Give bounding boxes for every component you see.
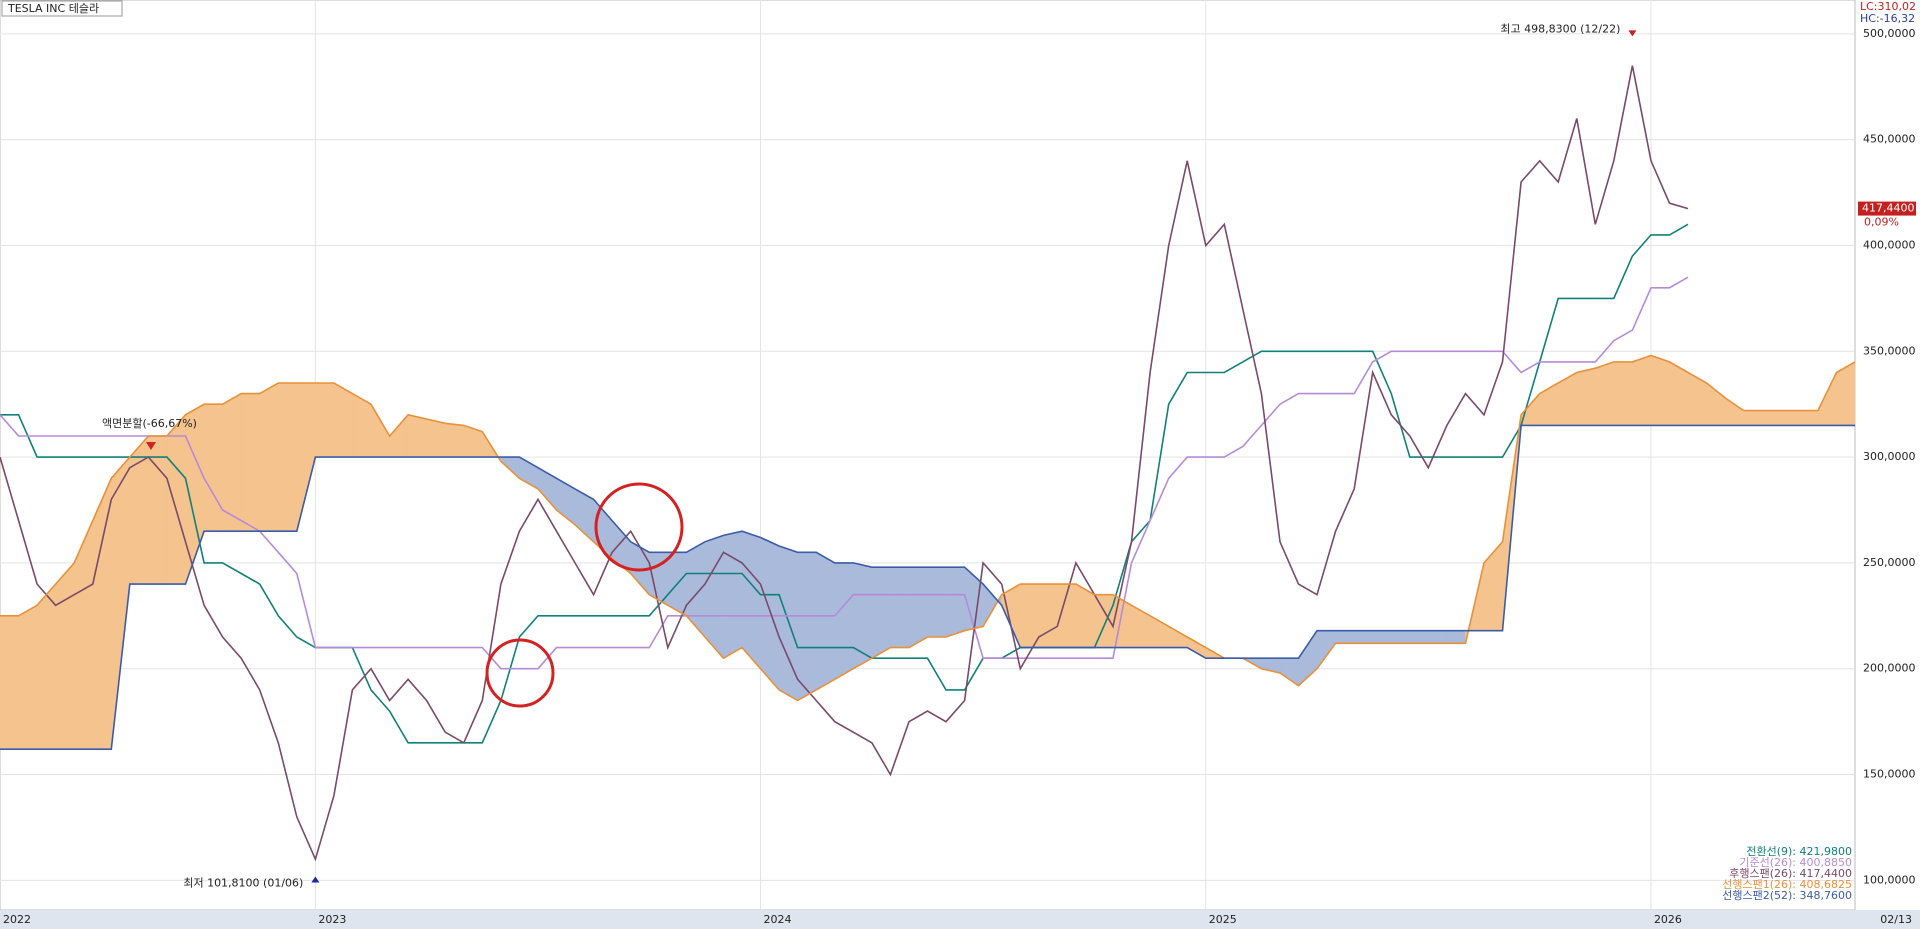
cloud-fill	[278, 382, 298, 532]
cloud-fill	[760, 537, 780, 691]
series-line	[0, 354, 1856, 702]
cloud-fill	[1391, 630, 1411, 644]
cloud-fill	[222, 393, 242, 532]
y-tick-label: 450,0000	[1863, 133, 1916, 146]
series-line	[0, 65, 1689, 862]
lc-label: LC:310,02	[1860, 0, 1916, 13]
cloud-fill	[0, 615, 19, 750]
cloud-fill	[315, 382, 335, 458]
cloud-fill	[1428, 630, 1448, 644]
cloud-fill	[203, 403, 223, 532]
cloud-fill	[1743, 410, 1763, 426]
cloud-fill	[1780, 410, 1800, 426]
legend-entry: 선행스팬2(52): 348,7600	[1722, 889, 1852, 902]
cloud-fill	[908, 566, 928, 649]
last-price-box	[1858, 201, 1916, 216]
high-annotation: 최고 498,8300 (12/22)	[1500, 22, 1620, 35]
series-line	[0, 223, 1689, 744]
highlight-circle	[485, 638, 555, 708]
cloud-fill	[1020, 583, 1040, 648]
y-tick-label: 350,0000	[1863, 344, 1916, 357]
cloud-fill	[148, 435, 168, 585]
cloud-fill	[18, 604, 38, 750]
cloud-fill	[333, 382, 353, 458]
hc-label: HC:-16,32	[1860, 12, 1915, 25]
y-tick-label: 100,0000	[1863, 873, 1916, 886]
legend-entry: 전환선(9): 421,9800	[1746, 845, 1852, 858]
cloud-fill	[1595, 361, 1615, 426]
low-marker	[311, 876, 320, 883]
cloud-fill	[927, 566, 947, 638]
y-tick-label: 400,0000	[1863, 238, 1916, 251]
split-annotation: 액면분할(-66,67%)	[102, 417, 197, 430]
cloud-fill	[407, 414, 427, 458]
cloud-fill	[1372, 630, 1392, 644]
cloud-fill	[741, 530, 761, 670]
cloud-fill	[815, 551, 835, 691]
cloud-fill	[1613, 361, 1633, 426]
cloud-fill	[1576, 367, 1596, 426]
cloud-fill	[1038, 583, 1058, 648]
x-axis-bar	[0, 910, 1920, 929]
cloud-fill	[1650, 355, 1670, 426]
cloud-fill	[166, 414, 186, 585]
cloud-fill	[1335, 630, 1355, 644]
chart-title: TESLA INC 테슬라	[7, 2, 99, 15]
cloud-fill	[1353, 630, 1373, 644]
series-line	[0, 424, 1855, 750]
y-tick-label: 200,0000	[1863, 662, 1916, 675]
high-marker	[1628, 30, 1637, 37]
split-arrow	[146, 442, 156, 450]
x-tick-label: 2024	[764, 913, 792, 926]
x-tick-label: 2025	[1209, 913, 1237, 926]
series-line	[0, 276, 1689, 670]
cloud-fill	[259, 382, 279, 532]
legend-entry: 후행스팬(26): 417,4400	[1729, 867, 1852, 880]
last-price-label: 417,4400	[1862, 202, 1915, 215]
cloud-fill	[92, 478, 112, 750]
y-tick-label: 500,0000	[1863, 27, 1916, 40]
x-tick-label: 2022	[3, 913, 31, 926]
cloud-fill	[834, 562, 854, 680]
title-box	[1, 0, 123, 17]
change-label: 0,09%	[1864, 216, 1899, 229]
y-tick-label: 250,0000	[1863, 556, 1916, 569]
cloud-fill	[36, 583, 56, 750]
cloud-fill	[1409, 630, 1429, 644]
highlight-circle	[594, 482, 684, 572]
x-tick-label: 02/13	[1880, 913, 1912, 926]
y-tick-label: 300,0000	[1863, 450, 1916, 463]
cloud-fill	[1799, 410, 1819, 426]
cloud-fill	[797, 552, 817, 701]
cloud-fill	[871, 566, 891, 659]
cloud-fill	[890, 566, 910, 648]
cloud-fill	[1446, 630, 1466, 644]
cloud-fill	[240, 393, 260, 532]
cloud-fill	[426, 418, 446, 458]
cloud-fill	[55, 562, 75, 750]
cloud-fill	[723, 530, 743, 659]
legend-entry: 선행스팬1(26): 408,6825	[1722, 878, 1852, 891]
x-tick-label: 2026	[1654, 913, 1682, 926]
cloud-fill	[1762, 410, 1782, 426]
y-tick-label: 150,0000	[1863, 768, 1916, 781]
cloud-fill	[945, 566, 965, 638]
x-tick-label: 2023	[318, 913, 346, 926]
legend-entry: 기준선(26): 400,8850	[1739, 856, 1852, 869]
low-annotation: 최저 101,8100 (01/06)	[183, 877, 303, 890]
cloud-fill	[1632, 355, 1652, 426]
cloud-fill	[444, 422, 464, 458]
